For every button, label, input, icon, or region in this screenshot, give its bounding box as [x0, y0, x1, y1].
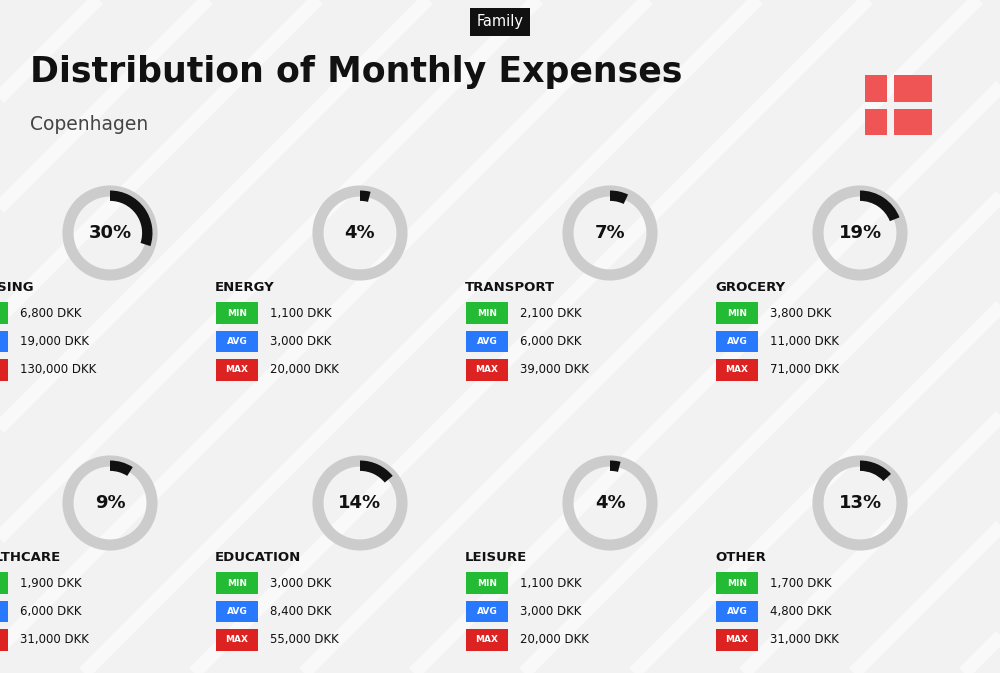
Text: 14%: 14% [338, 494, 382, 512]
Text: 11,000 DKK: 11,000 DKK [770, 335, 839, 348]
Wedge shape [360, 460, 393, 483]
Text: ENERGY: ENERGY [215, 281, 275, 294]
Text: 3,000 DKK: 3,000 DKK [270, 335, 331, 348]
Text: AVG: AVG [727, 337, 747, 346]
Text: 2,100 DKK: 2,100 DKK [520, 306, 582, 320]
Text: 4,800 DKK: 4,800 DKK [770, 605, 832, 618]
Text: Family: Family [477, 15, 524, 30]
Text: Copenhagen: Copenhagen [30, 116, 148, 135]
FancyBboxPatch shape [216, 330, 258, 352]
FancyBboxPatch shape [0, 601, 8, 623]
Text: 1,100 DKK: 1,100 DKK [270, 306, 332, 320]
FancyBboxPatch shape [466, 572, 508, 594]
Text: MAX: MAX [226, 635, 248, 645]
Text: 8,400 DKK: 8,400 DKK [270, 605, 332, 618]
Wedge shape [610, 190, 628, 204]
FancyBboxPatch shape [716, 572, 758, 594]
Wedge shape [110, 460, 133, 476]
Text: EDUCATION: EDUCATION [215, 551, 301, 564]
FancyBboxPatch shape [894, 108, 932, 135]
Text: MIN: MIN [477, 308, 497, 318]
Text: HOUSING: HOUSING [0, 281, 35, 294]
Text: 4%: 4% [345, 224, 375, 242]
Text: 6,800 DKK: 6,800 DKK [20, 306, 82, 320]
Text: MIN: MIN [227, 579, 247, 588]
FancyBboxPatch shape [716, 359, 758, 381]
FancyBboxPatch shape [216, 572, 258, 594]
FancyBboxPatch shape [716, 330, 758, 352]
Text: 20,000 DKK: 20,000 DKK [270, 363, 339, 376]
FancyBboxPatch shape [716, 601, 758, 623]
Wedge shape [610, 460, 621, 472]
FancyBboxPatch shape [0, 330, 8, 352]
Text: 3,000 DKK: 3,000 DKK [270, 577, 331, 590]
Text: 4%: 4% [595, 494, 625, 512]
Text: MAX: MAX [726, 365, 749, 374]
Text: 30%: 30% [88, 224, 132, 242]
Wedge shape [360, 190, 371, 202]
FancyBboxPatch shape [216, 359, 258, 381]
Text: AVG: AVG [727, 607, 747, 616]
Text: 19,000 DKK: 19,000 DKK [20, 335, 89, 348]
Wedge shape [860, 190, 900, 221]
Text: AVG: AVG [477, 337, 497, 346]
Text: 20,000 DKK: 20,000 DKK [520, 633, 589, 647]
FancyBboxPatch shape [466, 601, 508, 623]
Wedge shape [110, 190, 152, 246]
Text: MAX: MAX [226, 365, 248, 374]
FancyBboxPatch shape [216, 629, 258, 651]
Text: LEISURE: LEISURE [465, 551, 527, 564]
Text: 3,000 DKK: 3,000 DKK [520, 605, 581, 618]
FancyBboxPatch shape [466, 302, 508, 324]
Text: 130,000 DKK: 130,000 DKK [20, 363, 96, 376]
Text: MIN: MIN [227, 308, 247, 318]
Text: OTHER: OTHER [715, 551, 766, 564]
FancyBboxPatch shape [716, 629, 758, 651]
Text: 6,000 DKK: 6,000 DKK [20, 605, 82, 618]
FancyBboxPatch shape [216, 601, 258, 623]
FancyBboxPatch shape [466, 330, 508, 352]
Text: 55,000 DKK: 55,000 DKK [270, 633, 339, 647]
Text: MAX: MAX [726, 635, 749, 645]
Text: 9%: 9% [95, 494, 125, 512]
Text: Distribution of Monthly Expenses: Distribution of Monthly Expenses [30, 55, 682, 89]
FancyBboxPatch shape [0, 359, 8, 381]
Text: MIN: MIN [727, 579, 747, 588]
FancyBboxPatch shape [0, 302, 8, 324]
FancyBboxPatch shape [865, 108, 887, 135]
Text: 7%: 7% [595, 224, 625, 242]
Text: 31,000 DKK: 31,000 DKK [20, 633, 89, 647]
Text: 19%: 19% [838, 224, 882, 242]
Text: 1,700 DKK: 1,700 DKK [770, 577, 832, 590]
Text: 13%: 13% [838, 494, 882, 512]
FancyBboxPatch shape [865, 75, 887, 102]
Text: TRANSPORT: TRANSPORT [465, 281, 555, 294]
FancyBboxPatch shape [466, 359, 508, 381]
Text: MAX: MAX [476, 365, 498, 374]
Text: 1,100 DKK: 1,100 DKK [520, 577, 582, 590]
FancyBboxPatch shape [466, 629, 508, 651]
Text: AVG: AVG [477, 607, 497, 616]
Text: AVG: AVG [227, 337, 247, 346]
Text: 39,000 DKK: 39,000 DKK [520, 363, 589, 376]
FancyBboxPatch shape [716, 302, 758, 324]
Text: 6,000 DKK: 6,000 DKK [520, 335, 582, 348]
Wedge shape [860, 460, 891, 481]
Text: MAX: MAX [476, 635, 498, 645]
FancyBboxPatch shape [894, 75, 932, 102]
Text: GROCERY: GROCERY [715, 281, 785, 294]
Text: AVG: AVG [227, 607, 247, 616]
FancyBboxPatch shape [0, 629, 8, 651]
Text: 3,800 DKK: 3,800 DKK [770, 306, 831, 320]
Text: HEALTHCARE: HEALTHCARE [0, 551, 61, 564]
Text: 71,000 DKK: 71,000 DKK [770, 363, 839, 376]
Text: MIN: MIN [727, 308, 747, 318]
Text: 31,000 DKK: 31,000 DKK [770, 633, 839, 647]
FancyBboxPatch shape [216, 302, 258, 324]
FancyBboxPatch shape [0, 572, 8, 594]
Text: MIN: MIN [477, 579, 497, 588]
Text: 1,900 DKK: 1,900 DKK [20, 577, 82, 590]
